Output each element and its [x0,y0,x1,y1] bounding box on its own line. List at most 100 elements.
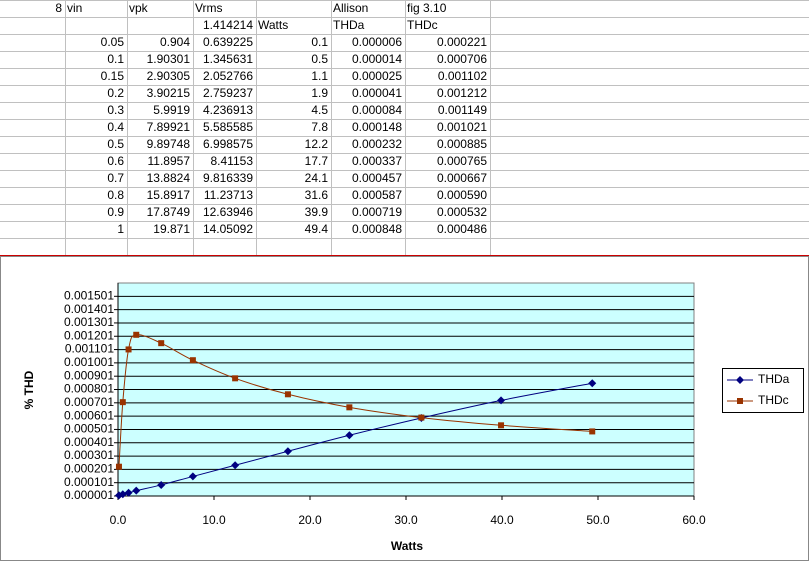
cell: 11.23713 [204,188,253,202]
cell: 2.759237 [203,86,253,100]
cell: 0.1 [107,52,124,66]
cell: 0.000532 [437,205,487,219]
y-tick-label: 0.000401 [64,435,114,449]
cell: 0.904 [160,35,190,49]
cell: Watts [258,18,288,32]
point [119,399,126,406]
x-tick-label: 30.0 [394,513,418,527]
cell: 13.8824 [147,171,191,185]
cell: 12.63946 [203,205,253,219]
series-line [118,334,593,467]
cell: 0.000848 [352,222,402,236]
x-tick-label: 0.0 [110,513,127,527]
x-tick-label: 60.0 [682,513,706,527]
cell: 24.1 [305,171,329,185]
cell: 0.05 [101,35,125,49]
cell: 2.052766 [203,69,253,83]
point [189,357,196,364]
legend-marker [736,376,744,384]
cell: 0.5 [311,52,328,66]
y-axis-title: % THD [22,370,36,409]
legend-box [722,368,804,413]
point [118,490,127,499]
cell: 0.639225 [203,35,253,49]
cell: 4.5 [311,103,328,117]
point [283,447,292,456]
cell: 12.2 [305,137,329,151]
y-tick-label: 0.000901 [64,368,114,382]
y-tick-label: 0.001501 [64,288,114,302]
cell: Vrms [195,1,223,15]
cell: 7.8 [311,120,328,134]
point [345,431,354,440]
cell: 0.8 [107,188,124,202]
cell: THDa [333,18,365,32]
cell: 0.3 [107,103,124,117]
y-tick-label: 0.000701 [64,395,114,409]
cell: 17.8749 [147,205,191,219]
cell: 8 [55,1,62,15]
cell: 2.90305 [147,69,191,83]
cell: 0.7 [107,171,124,185]
cell: 0.000006 [352,35,402,49]
cell: fig 3.10 [407,1,447,15]
cell: 0.000221 [437,35,487,49]
cell: 0.000232 [352,137,402,151]
point [284,391,291,398]
cell: 0.15 [101,69,125,83]
cell: 9.89748 [147,137,191,151]
y-tick-label: 0.000101 [64,475,114,489]
point [418,414,425,421]
cell: 6.998575 [203,137,253,151]
cell: 0.000486 [437,222,487,236]
cell: THDc [407,18,438,32]
cell: 0.5 [107,137,124,151]
cell: 0.001021 [437,120,487,134]
y-tick-label: 0.000801 [64,382,114,396]
cell: 0.000148 [352,120,402,134]
y-tick-label: 0.001301 [64,315,114,329]
cell: 8.41153 [211,154,254,168]
cell: 31.6 [305,188,329,202]
cell: 0.000041 [352,86,402,100]
cell: 0.000590 [437,188,487,202]
cell: 9.816339 [203,171,253,185]
x-tick-label: 10.0 [202,513,226,527]
point [124,488,133,497]
x-tick-label: 50.0 [586,513,610,527]
point [589,428,596,435]
cell: 0.000885 [437,137,487,151]
cell: 49.4 [305,222,329,236]
point [588,379,597,388]
point [115,463,122,470]
cell: 0.000706 [437,52,487,66]
cell: 1.414214 [203,18,253,32]
point [125,346,132,353]
cell: 0.000025 [352,69,402,83]
point [231,461,240,470]
cell: 1.345631 [203,52,253,66]
cell: 3.90215 [147,86,191,100]
cell: Allison [333,1,368,15]
cell: 0.000457 [352,171,402,185]
cell: 14.05092 [203,222,253,236]
y-tick-label: 0.001201 [64,328,114,342]
cell: 19.871 [153,222,190,236]
cell: 0.1 [311,35,328,49]
point [346,404,353,411]
point [188,472,197,481]
cell: 1 [117,222,124,236]
cell: 0.9 [107,205,124,219]
point [158,340,165,347]
y-tick-label: 0.000501 [64,422,114,436]
cell: 15.8917 [147,188,191,202]
cell-grid [0,0,809,255]
legend-label: THDc [758,393,789,407]
point [232,375,239,382]
x-tick-label: 40.0 [490,513,514,527]
cell: 39.9 [305,205,329,219]
y-tick-label: 0.001101 [65,342,114,356]
legend-marker [737,398,743,404]
cell: 0.000337 [352,154,402,168]
point [132,486,141,495]
